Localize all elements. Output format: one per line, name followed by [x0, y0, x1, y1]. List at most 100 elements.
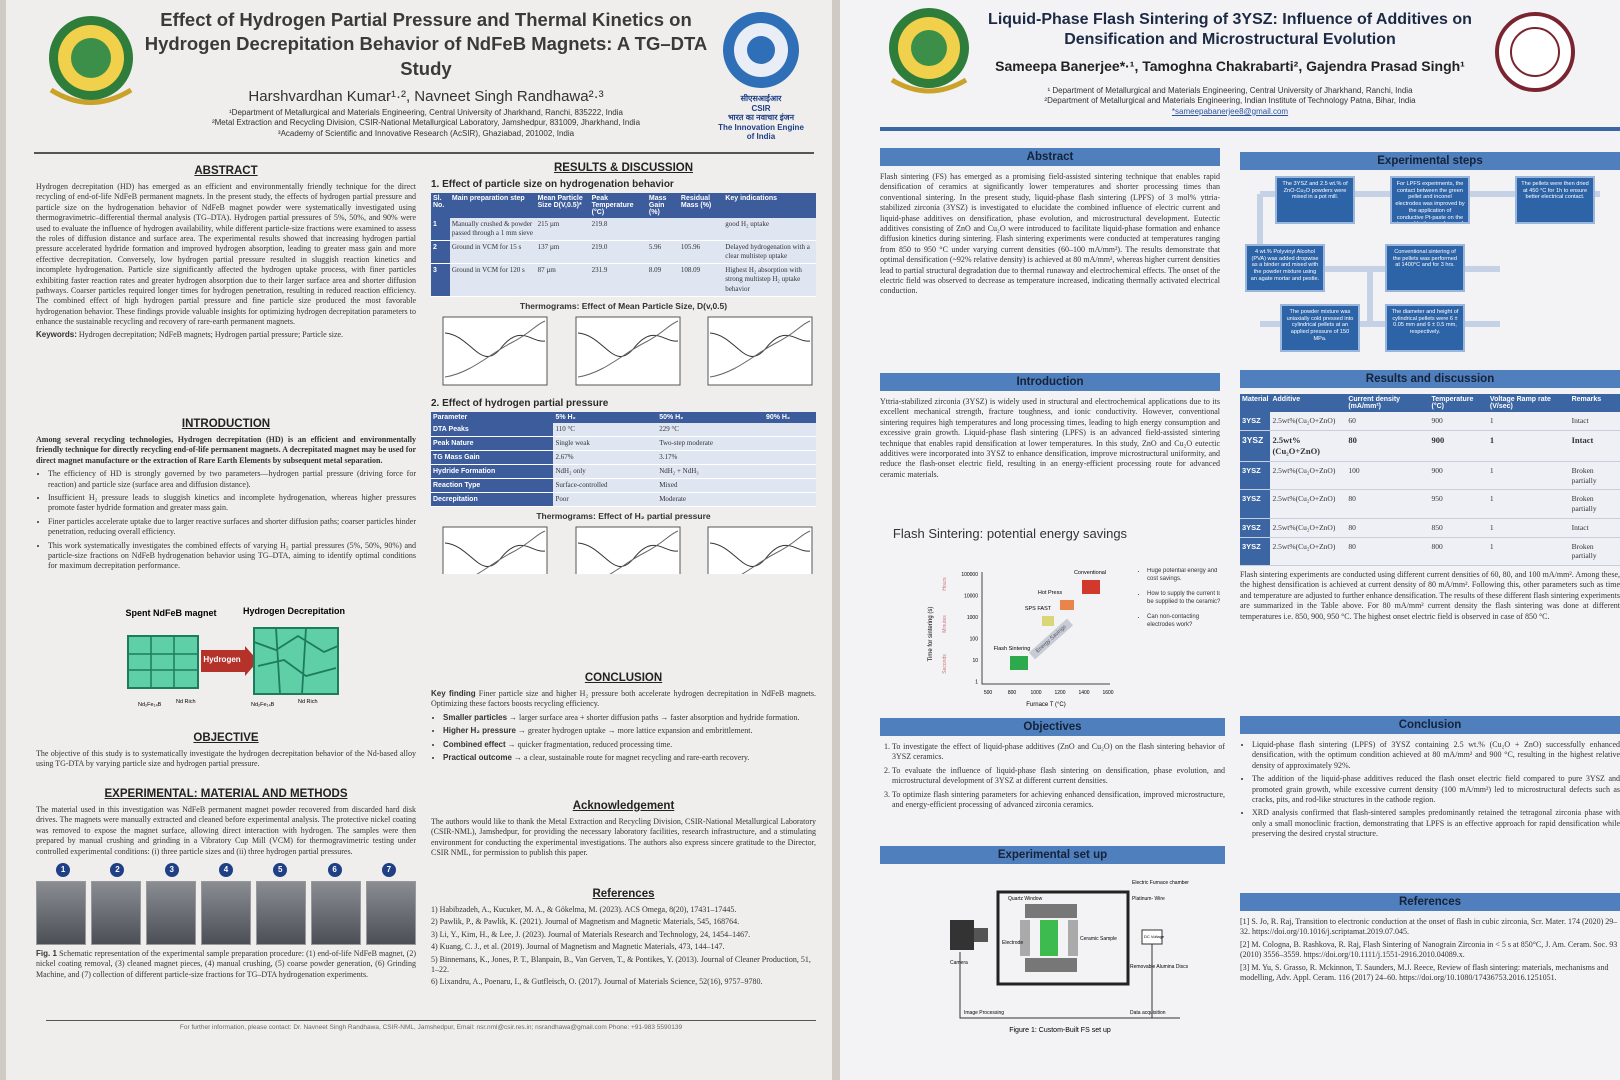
setup-label: Electrode: [1002, 940, 1023, 946]
data-table: Parameter 5% H₂ 50% H₂ 90% H₂ DTA Peaks 110 °…: [431, 411, 816, 508]
logo-text: The Innovation Engine of India: [718, 122, 804, 142]
table-cell: Peak Nature: [431, 436, 554, 451]
conclusion-section: Conclusion Liquid-phase flash sintering (…: [1240, 716, 1620, 892]
axis-label: Time for sintering (s): [928, 607, 934, 662]
method-label: Hot Press: [1038, 590, 1062, 596]
plot-curve: [476, 530, 546, 574]
label: Fig. 1: [36, 948, 57, 958]
affiliation: *sameepabanerjee8@gmail.com: [1171, 106, 1289, 116]
table-cell: 800: [1429, 537, 1488, 567]
table-cell: Single weak: [553, 436, 658, 451]
table-cell: [678, 218, 724, 242]
x-tick-label: 500: [984, 690, 993, 696]
list-item: Insufficient H₂ pressure leads to sluggi…: [48, 493, 416, 514]
phase-label: Nd Rich: [298, 699, 318, 705]
plot-curve: [609, 530, 678, 574]
step-box: For LPFS experiments, the contact betwee…: [1390, 176, 1470, 224]
plot-curve: [577, 332, 678, 357]
y-tick-labels: 100000 10000 1000 100 10 1: [961, 572, 978, 686]
step-photo: [36, 880, 86, 945]
table-cell: 108.09: [678, 263, 724, 297]
acknowledgement-section: Acknowledgement The authors would like to…: [431, 800, 816, 886]
table-row: 3YSZ 2.5wt%(Cu₂O+ZnO) 80 900 1 Intact: [1240, 430, 1620, 462]
table-cell: Broken partially: [1569, 489, 1620, 519]
table-cell: 215 µm: [535, 218, 590, 242]
subheading: 2. Effect of hydrogen partial pressure: [431, 397, 609, 409]
table-body: 1 Manually crushed & powder passed throug…: [431, 218, 816, 297]
setup-section: Experimental set up Quartz Window Electr…: [880, 846, 1225, 1036]
plot-curve: [444, 320, 546, 378]
setup-label: Image Processing: [964, 1010, 1004, 1016]
figure-caption: Fig. 1 Schematic representation of the e…: [36, 949, 416, 980]
figure-title: Thermograms: Effect of H₂ partial pressu…: [536, 511, 711, 522]
labelled-paragraph: Keywords: Hydrogen decrepitation; NdFeB …: [36, 330, 416, 340]
text: → a clear, sustainable route for magnet …: [513, 752, 750, 762]
logo-text: CSIR: [751, 103, 771, 113]
section-heading: Results and discussion: [1240, 370, 1620, 388]
step-photo: [201, 880, 251, 945]
table-cell: 2.5wt%(Cu₂O+ZnO): [1270, 489, 1347, 519]
column-header: Current density (mA/mm²): [1346, 394, 1430, 412]
table-cell: 137 µm: [535, 240, 590, 265]
plot-curve: [577, 542, 678, 567]
figure-label: Hydrogen Decrepitation: [243, 606, 345, 616]
table-cell: 3YSZ: [1240, 489, 1271, 519]
plot-frame: [575, 316, 680, 386]
poster-title: Liquid-Phase Flash Sintering of 3YSZ: In…: [988, 11, 1472, 48]
list-item: XRD analysis confirmed that flash-sinter…: [1252, 808, 1620, 839]
section-heading: CONCLUSION: [584, 672, 663, 684]
list-item: Combined effect → quicker fragmentation,…: [443, 740, 816, 750]
table-cell: [763, 464, 816, 480]
table-cell: Moderate: [657, 492, 764, 508]
reference: [3] M. Yu, S. Grasso, R. Mckinnon, T. Sa…: [1240, 962, 1609, 982]
table-head: Sl. No. Main preparation step Mean Particl…: [431, 193, 816, 218]
table-row: 3 Ground in VCM for 120 s 87 µm 231.9 8.09 10…: [431, 263, 816, 297]
table-cell: NdH₂ + NdH₃: [657, 464, 764, 480]
step-number: 2: [110, 862, 125, 877]
table-row: 3YSZ 2.5wt%(Cu₂O+ZnO) 80 950 1 Broken partial…: [1240, 489, 1620, 519]
table-cell: 110 °C: [553, 422, 658, 437]
step-box: The powder mixture was uniaxially cold p…: [1280, 304, 1360, 352]
label: Smaller particles: [443, 712, 508, 722]
label: Key finding: [431, 689, 476, 698]
label: Higher H₂ pressure: [443, 726, 516, 736]
table-row: 3YSZ 2.5wt%(Cu₂O+ZnO) 80 850 1 Intact: [1240, 518, 1620, 538]
step-box: Conventional sintering of the pellets wa…: [1385, 244, 1465, 292]
lead-paragraph: Among several recycling technologies, Hy…: [36, 435, 416, 465]
table-cell: 1: [1487, 518, 1570, 538]
step-box: 4 wt.% Polyvinyl Alcohol (PVA) was added…: [1245, 244, 1325, 292]
section-heading: Experimental steps: [1240, 152, 1620, 170]
setup-label: Ceramic Sample: [1080, 936, 1117, 942]
plot-curve: [709, 542, 811, 567]
plot-frame: [442, 526, 548, 574]
energy-plot: Time for sintering (s) Hours Minutes Sec…: [928, 570, 1114, 708]
figure-note: Huge potential energy and cost savings.: [1147, 568, 1220, 583]
x-tick-label: 800: [1008, 690, 1017, 696]
labelled-paragraph: Key finding Finer particle size and high…: [431, 689, 816, 710]
y-tick-label: 1: [975, 680, 978, 686]
table-cell: Manually crushed & powder passed through…: [449, 218, 536, 242]
step-box: The 3YSZ and 2.5 wt.% of ZnO-Cu₂O powder…: [1275, 176, 1355, 224]
column-header: 5% H₂: [553, 411, 658, 423]
reference: 5) Binnemans, K., Jones, P. T., Blanpain…: [431, 954, 811, 974]
introduction-section: Introduction Yttria-stabilized zirconia (…: [880, 373, 1220, 525]
references-section: References 1) Habibzadeh, A., Kucuker, M.…: [431, 888, 816, 1020]
table-cell: 1: [1487, 537, 1570, 567]
y-tick-label: 10: [972, 658, 978, 664]
table-cell: Intact: [1569, 412, 1620, 431]
list-item: To evaluate the influence of liquid-phas…: [892, 766, 1225, 787]
table-cell: Delayed hydrogenation with a clear multi…: [723, 240, 816, 265]
reference: [2] M. Cologna, B. Rashkova, R. Raj, Fla…: [1240, 939, 1618, 960]
table-cell: 3: [431, 263, 450, 297]
step-sequence: 1 2 3 4 5 6 7: [36, 862, 416, 877]
table-row: 2 Ground in VCM for 15 s 137 µm 219.0 5.96 10…: [431, 240, 816, 265]
axis-label: Furnace T (°C): [1026, 702, 1066, 708]
setup-label: Camera: [950, 960, 968, 966]
table-cell: 3YSZ: [1240, 412, 1271, 431]
references-section: References [1] S. Jo, R. Raj, Transition …: [1240, 893, 1620, 1028]
table-cell: 1: [1487, 461, 1570, 491]
y-tick-label: 1000: [967, 615, 978, 621]
list-item: Liquid-phase flash sintering (LPFS) of 3…: [1252, 740, 1620, 771]
table-row: Peak Nature Single weak Two-step moderate: [431, 436, 816, 451]
